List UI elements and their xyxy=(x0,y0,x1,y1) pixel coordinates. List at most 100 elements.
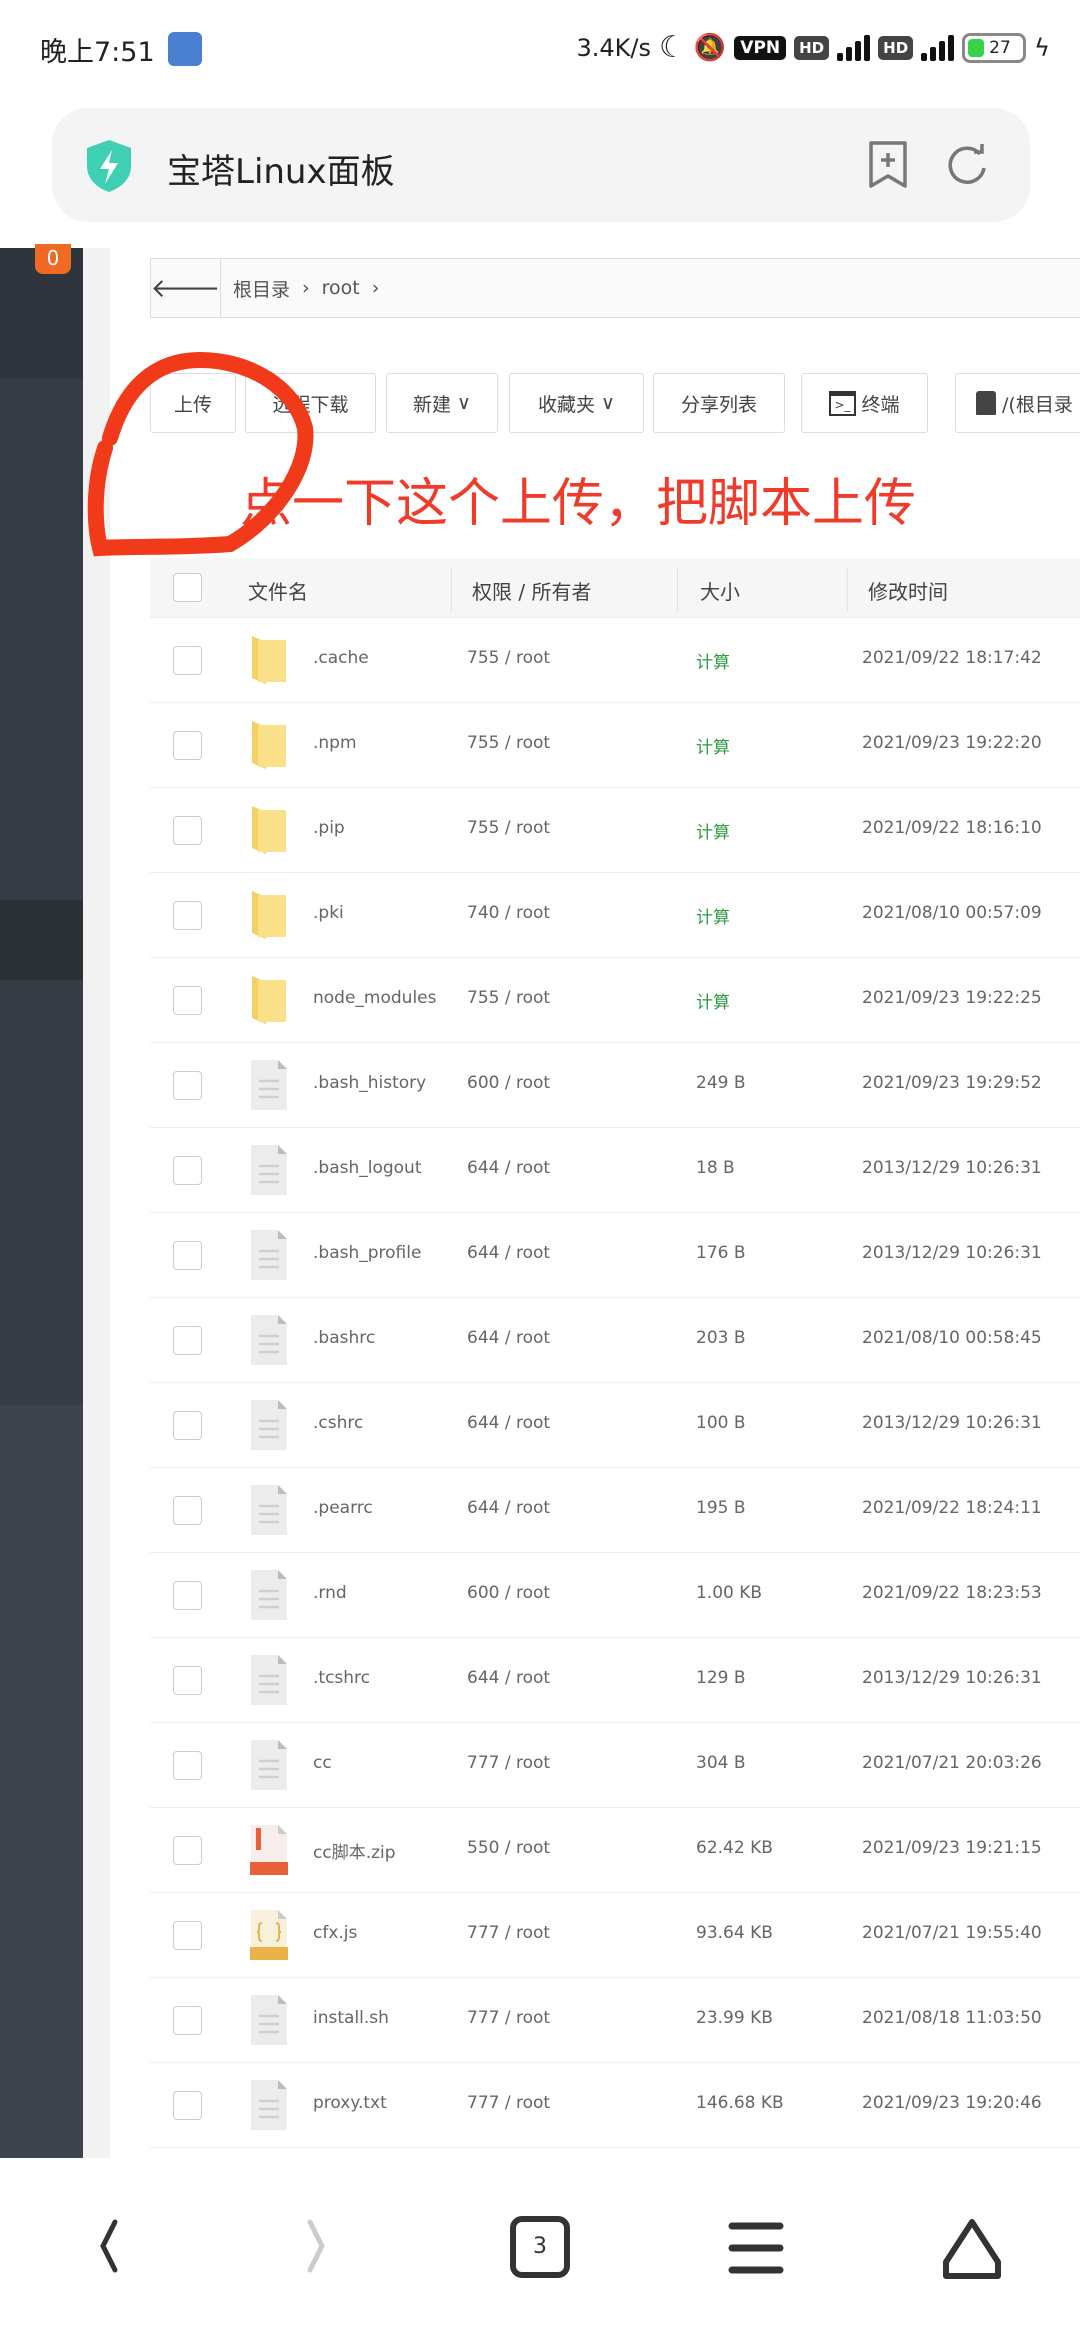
header-perm[interactable]: 权限 / 所有者 xyxy=(472,580,592,604)
row-checkbox[interactable] xyxy=(173,731,202,760)
home-icon[interactable] xyxy=(940,2218,1004,2284)
file-size[interactable]: 计算 xyxy=(696,653,730,673)
file-name[interactable]: .bash_history xyxy=(313,1073,427,1093)
header-mtime[interactable]: 修改时间 xyxy=(868,580,948,604)
table-row[interactable]: install.sh 777 / root 23.99 KB 2021/08/18 1… xyxy=(150,1978,1080,2063)
file-name[interactable]: .npm xyxy=(313,733,357,753)
table-row[interactable]: cc 777 / root 304 B 2021/07/21 20:03:26 xyxy=(150,1723,1080,1808)
file-perm[interactable]: 755 / root xyxy=(467,988,551,1008)
file-name[interactable]: install.sh xyxy=(313,2008,389,2028)
add-bookmark-icon[interactable] xyxy=(867,140,909,190)
table-row[interactable]: .pki 740 / root 计算 2021/08/10 00:57:09 xyxy=(150,873,1080,958)
row-checkbox[interactable] xyxy=(173,1156,202,1185)
table-row[interactable]: .bashrc 644 / root 203 B 2021/08/10 00:58:4… xyxy=(150,1298,1080,1383)
favorites-dropdown-button[interactable]: 收藏夹 ∨ xyxy=(509,373,644,433)
terminal-button[interactable]: >_ 终端 xyxy=(801,373,928,433)
file-name[interactable]: .bash_profile xyxy=(313,1243,422,1263)
row-checkbox[interactable] xyxy=(173,1581,202,1610)
table-row[interactable]: .pip 755 / root 计算 2021/09/22 18:16:10 xyxy=(150,788,1080,873)
table-row[interactable]: node_modules 755 / root 计算 2021/09/23 19:22… xyxy=(150,958,1080,1043)
refresh-icon[interactable] xyxy=(944,142,990,188)
file-perm[interactable]: 755 / root xyxy=(467,733,551,753)
header-size[interactable]: 大小 xyxy=(700,580,740,604)
row-checkbox[interactable] xyxy=(173,1326,202,1355)
row-checkbox[interactable] xyxy=(173,1921,202,1950)
row-checkbox[interactable] xyxy=(173,1666,202,1695)
table-row[interactable]: cc脚本.zip 550 / root 62.42 KB 2021/09/23 19:… xyxy=(150,1808,1080,1893)
table-row[interactable]: .rnd 600 / root 1.00 KB 2021/09/22 18:23:53 xyxy=(150,1553,1080,1638)
table-row[interactable]: .bash_logout 644 / root 18 B 2013/12/29 10:… xyxy=(150,1128,1080,1213)
file-size[interactable]: 计算 xyxy=(696,908,730,928)
forward-icon[interactable] xyxy=(300,2218,332,2274)
remote-download-button[interactable]: 远程下载 xyxy=(245,373,376,433)
file-perm[interactable]: 644 / root xyxy=(467,1498,551,1518)
upload-button[interactable]: 上传 xyxy=(150,373,236,433)
file-perm[interactable]: 777 / root xyxy=(467,2093,551,2113)
back-icon[interactable] xyxy=(93,2218,125,2274)
row-checkbox[interactable] xyxy=(173,2091,202,2120)
file-name[interactable]: node_modules xyxy=(313,988,437,1008)
notification-badge[interactable]: 0 xyxy=(35,244,71,274)
back-arrow-icon[interactable]: 🡐 xyxy=(151,259,221,317)
file-perm[interactable]: 777 / root xyxy=(467,1923,551,1943)
file-name[interactable]: proxy.txt xyxy=(313,2093,387,2113)
file-perm[interactable]: 600 / root xyxy=(467,1583,551,1603)
file-size[interactable]: 计算 xyxy=(696,993,730,1013)
file-perm[interactable]: 550 / root xyxy=(467,1838,551,1858)
breadcrumb-item[interactable]: 根目录 xyxy=(233,278,291,301)
file-name[interactable]: .pip xyxy=(313,818,345,838)
file-name[interactable]: .pearrc xyxy=(313,1498,373,1518)
file-name[interactable]: cc脚本.zip xyxy=(313,1843,396,1863)
table-row[interactable]: cfx.js 777 / root 93.64 KB 2021/07/21 19:55… xyxy=(150,1893,1080,1978)
row-checkbox[interactable] xyxy=(173,901,202,930)
select-all-checkbox[interactable] xyxy=(173,573,202,602)
file-perm[interactable]: 644 / root xyxy=(467,1328,551,1348)
new-dropdown-button[interactable]: 新建 ∨ xyxy=(386,373,498,433)
file-size[interactable]: 计算 xyxy=(696,823,730,843)
file-perm[interactable]: 600 / root xyxy=(467,1073,551,1093)
file-perm[interactable]: 644 / root xyxy=(467,1668,551,1688)
header-name[interactable]: 文件名 xyxy=(248,580,308,604)
file-name[interactable]: .cshrc xyxy=(313,1413,364,1433)
file-perm[interactable]: 644 / root xyxy=(467,1413,551,1433)
file-perm[interactable]: 777 / root xyxy=(467,1753,551,1773)
table-row[interactable]: .cache 755 / root 计算 2021/09/22 18:17:42 xyxy=(150,618,1080,703)
table-row[interactable]: .bash_history 600 / root 249 B 2021/09/23 1… xyxy=(150,1043,1080,1128)
file-name[interactable]: .cache xyxy=(313,648,369,668)
file-perm[interactable]: 740 / root xyxy=(467,903,551,923)
file-name[interactable]: .tcshrc xyxy=(313,1668,371,1688)
table-row[interactable]: .npm 755 / root 计算 2021/09/23 19:22:20 xyxy=(150,703,1080,788)
row-checkbox[interactable] xyxy=(173,646,202,675)
file-perm[interactable]: 644 / root xyxy=(467,1158,551,1178)
table-row[interactable]: .bash_profile 644 / root 176 B 2013/12/29 1… xyxy=(150,1213,1080,1298)
breadcrumb-item[interactable]: root xyxy=(321,277,360,299)
file-perm[interactable]: 755 / root xyxy=(467,648,551,668)
row-checkbox[interactable] xyxy=(173,816,202,845)
file-name[interactable]: .rnd xyxy=(313,1583,347,1603)
row-checkbox[interactable] xyxy=(173,1496,202,1525)
row-checkbox[interactable] xyxy=(173,1241,202,1270)
root-dir-button[interactable]: /(根目录 xyxy=(955,373,1080,433)
file-name[interactable]: cc xyxy=(313,1753,332,1773)
address-bar[interactable]: 宝塔Linux面板 xyxy=(52,108,1030,222)
row-checkbox[interactable] xyxy=(173,1071,202,1100)
file-size[interactable]: 计算 xyxy=(696,738,730,758)
sidebar-item-active[interactable] xyxy=(0,900,83,980)
table-row[interactable]: .pearrc 644 / root 195 B 2021/09/22 18:24:1… xyxy=(150,1468,1080,1553)
table-row[interactable]: proxy.txt 777 / root 146.68 KB 2021/09/23 1… xyxy=(150,2063,1080,2148)
file-name[interactable]: .bash_logout xyxy=(313,1158,422,1178)
file-name[interactable]: cfx.js xyxy=(313,1923,358,1943)
file-name[interactable]: .bashrc xyxy=(313,1328,376,1348)
file-name[interactable]: .pki xyxy=(313,903,344,923)
table-row[interactable]: .cshrc 644 / root 100 B 2013/12/29 10:26:31 xyxy=(150,1383,1080,1468)
file-perm[interactable]: 755 / root xyxy=(467,818,551,838)
file-perm[interactable]: 777 / root xyxy=(467,2008,551,2028)
row-checkbox[interactable] xyxy=(173,1836,202,1865)
tabs-button[interactable]: 3 xyxy=(510,2216,570,2278)
row-checkbox[interactable] xyxy=(173,1751,202,1780)
share-list-button[interactable]: 分享列表 xyxy=(653,373,785,433)
file-perm[interactable]: 644 / root xyxy=(467,1243,551,1263)
row-checkbox[interactable] xyxy=(173,1411,202,1440)
table-row[interactable]: .tcshrc 644 / root 129 B 2013/12/29 10:26:3… xyxy=(150,1638,1080,1723)
menu-icon[interactable] xyxy=(728,2218,784,2278)
